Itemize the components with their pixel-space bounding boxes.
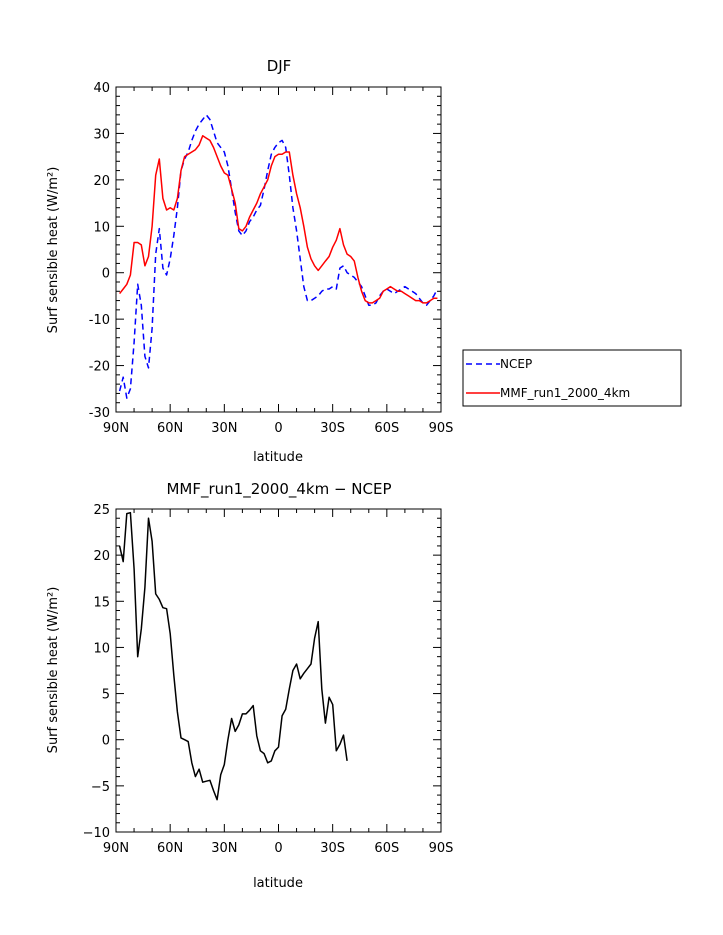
panel1-legend: NCEP MMF_run1_2000_4km	[462, 349, 682, 407]
panel1-ytick-label: 0	[102, 267, 110, 282]
panel2-series-difference-line	[118, 511, 348, 801]
panel2-ytick-label: 15	[93, 595, 110, 610]
panel2-plot-frame	[115, 508, 442, 833]
panel1-ylabel: Surf sensible heat (W/m²)	[46, 167, 61, 334]
panel1-ytick-label: -10	[89, 313, 110, 328]
panel2-ytick-label: 0	[102, 734, 110, 749]
legend-mmf-label: MMF_run1_2000_4km	[500, 386, 630, 400]
panel1-xtick-label: 60N	[157, 421, 183, 436]
panel2-ytick-label: 5	[102, 688, 110, 703]
panel2-ytick-label: 20	[93, 549, 110, 564]
panel2-ytick-label: −5	[91, 780, 110, 795]
panel1-title: DJF	[267, 57, 292, 75]
panel1-ytick-label: 30	[93, 127, 110, 142]
panel1-xlabel: latitude	[253, 450, 303, 465]
panel2-series	[118, 511, 348, 801]
panel2-xlabel: latitude	[253, 876, 303, 891]
panel2-xtick-label: 0	[274, 841, 282, 856]
panel1-xtick-label: 90S	[429, 421, 454, 436]
panel1-ytick-label: 20	[93, 174, 110, 189]
panel1-ytick-label: 10	[93, 220, 110, 235]
panel2-xtick-label: 60N	[157, 841, 183, 856]
panel-difference: MMF_run1_2000_4km − NCEP 90N 60N 30N 0 30S 60…	[46, 480, 453, 891]
panel-djf: DJF 90N 60N 30N 0 30S 60S 90S -30 -20 -10 0 10 20 30 4…	[46, 57, 682, 465]
panel2-title: MMF_run1_2000_4km − NCEP	[166, 480, 391, 499]
panel2-xtick-label: 90S	[429, 841, 454, 856]
panel1-plot-frame	[115, 86, 442, 413]
panel2-xtick-label: 60S	[374, 841, 399, 856]
panel1-ytick-label: 40	[93, 81, 110, 96]
panel1-series-ncep-line	[118, 114, 439, 399]
panel1-series-mmf-run1-2000-4km-line	[119, 135, 438, 304]
legend-ncep-label: NCEP	[500, 357, 532, 371]
panel1-xtick-label: 60S	[374, 421, 399, 436]
panel1-xtick-label: 30N	[211, 421, 237, 436]
panel2-ticks: 90N 60N 30N 0 30S 60S 90S −10 −5 0 5 10 15 20 25	[83, 503, 454, 856]
panel2-ytick-label: 10	[93, 641, 110, 656]
panel2-xtick-label: 90N	[103, 841, 129, 856]
panel1-ytick-label: -20	[89, 360, 110, 375]
panel2-ytick-label: −10	[83, 826, 110, 841]
panel2-ytick-label: 25	[93, 503, 110, 518]
panel1-xtick-label: 0	[274, 421, 282, 436]
panel2-ylabel: Surf sensible heat (W/m²)	[46, 587, 61, 754]
legend-box	[462, 349, 682, 407]
panel1-xtick-label: 90N	[103, 421, 129, 436]
panel2-xtick-label: 30N	[211, 841, 237, 856]
panel1-ticks: 90N 60N 30N 0 30S 60S 90S -30 -20 -10 0 10 20 30 40	[89, 81, 454, 436]
panel1-xtick-label: 30S	[320, 421, 345, 436]
panel1-series	[118, 114, 439, 399]
panel2-xtick-label: 30S	[320, 841, 345, 856]
panel1-ytick-label: -30	[89, 406, 110, 421]
